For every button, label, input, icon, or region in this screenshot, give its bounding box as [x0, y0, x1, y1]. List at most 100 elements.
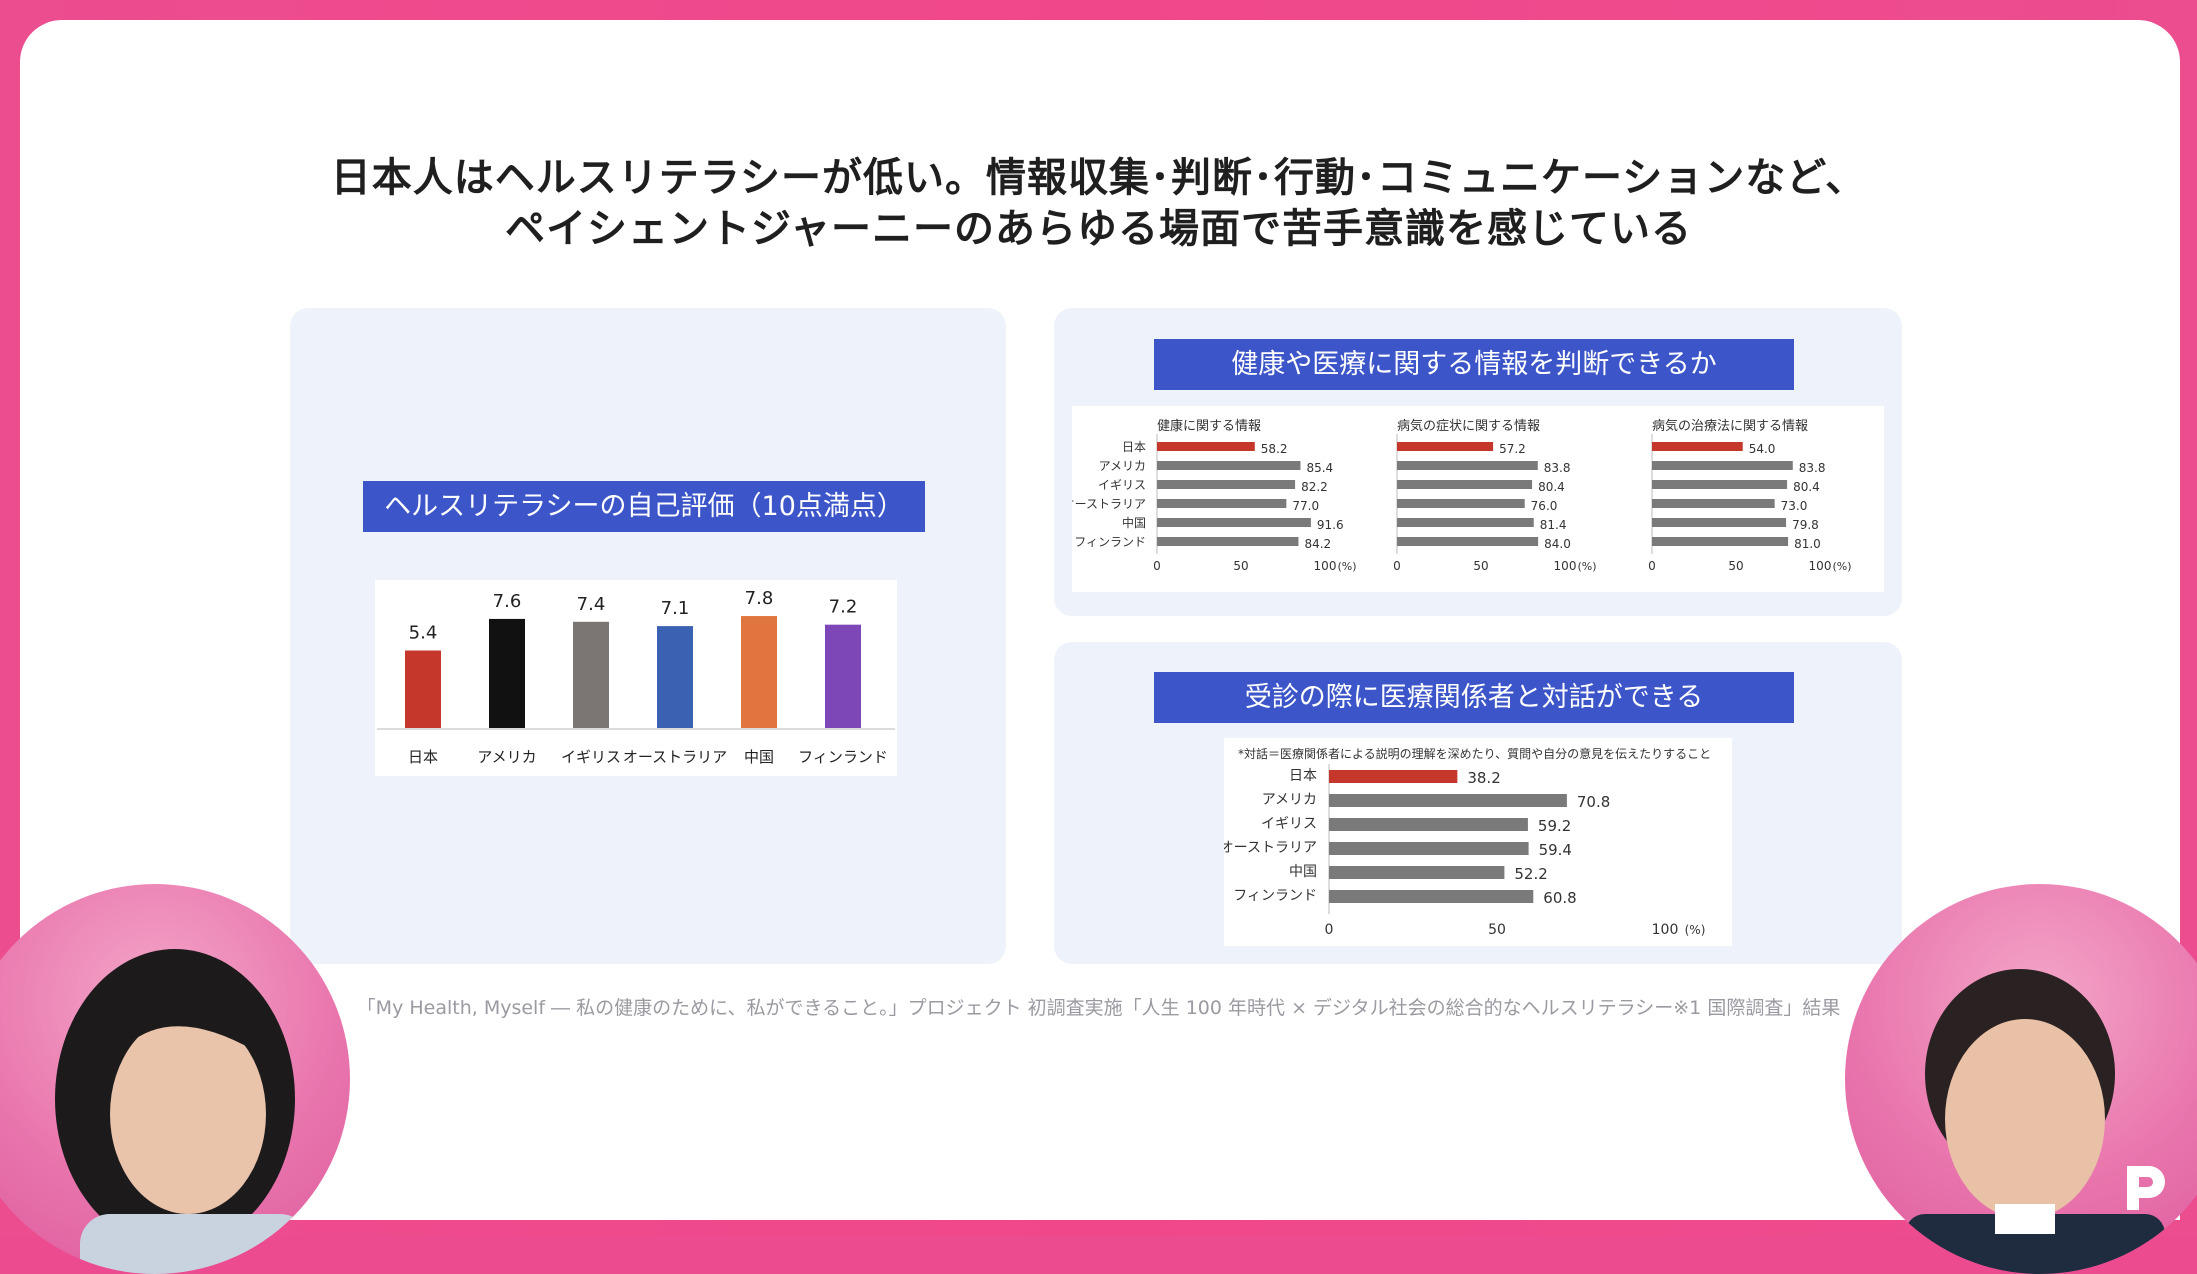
chart1-banner: ヘルスリテラシーの自己評価（10点満点）: [363, 481, 925, 532]
chart2-category-label: イギリス: [1098, 478, 1146, 492]
slide-title-line1: 日本人はヘルスリテラシーが低い。情報収集･判断･行動･コミュニケーションなど、: [330, 155, 1867, 201]
chart1-bar: [489, 618, 525, 728]
chart2-value-label: 84.2: [1304, 537, 1331, 551]
chart2-tick-label: 0: [1393, 559, 1401, 573]
chart2-value-label: 73.0: [1781, 499, 1808, 513]
chart2-tick-label: 50: [1728, 559, 1743, 573]
chart2-value-label: 79.8: [1792, 518, 1819, 532]
chart1-box: 5.4 日本 7.6 アメリカ 7.4 イギリス 7.1 オーストラリア 7.8 中国 7.2 フィン…: [375, 580, 897, 776]
chart2-tick-label: 100: [1809, 559, 1832, 573]
chart2-bar: [1397, 480, 1533, 489]
chart1-category-label: 中国: [744, 748, 774, 766]
chart1-bar: [573, 621, 609, 728]
chart2-bar: [1652, 461, 1793, 470]
chart1-svg: 5.4 日本 7.6 アメリカ 7.4 イギリス 7.1 オーストラリア 7.8 中国 7.2 フィン…: [377, 588, 895, 766]
chart1-bar: [825, 624, 861, 728]
chart2-value-label: 57.2: [1499, 442, 1526, 456]
chart3-value-label: 59.4: [1539, 841, 1572, 859]
chart1-bar: [657, 626, 693, 728]
chart2-tick-label: 50: [1233, 559, 1248, 573]
chart2-value-label: 76.0: [1531, 499, 1558, 513]
chart3-category-label: オーストラリア: [1224, 840, 1317, 856]
chart3-bar: [1329, 890, 1534, 903]
chart3-note: *対話＝医療関係者による説明の理解を深めたり、質問や自分の意見を伝えたりすること: [1238, 746, 1711, 761]
chart1-category-label: 日本: [408, 748, 438, 766]
chart2-tick-label: 0: [1648, 559, 1656, 573]
chart1-value-label: 7.1: [661, 598, 690, 619]
chart2-value-label: 84.0: [1544, 537, 1571, 551]
chart3-bar: [1329, 866, 1505, 879]
chart1-value-label: 7.6: [493, 591, 522, 612]
chart3-value-label: 70.8: [1577, 793, 1610, 811]
chart3-category-label: フィンランド: [1233, 888, 1317, 904]
chart2-bar: [1157, 537, 1299, 546]
chart2-unit-label: (%): [1337, 560, 1356, 573]
chart2-bar: [1397, 461, 1538, 470]
chart2-value-label: 80.4: [1538, 480, 1565, 494]
chart3-category-label: イギリス: [1261, 816, 1317, 832]
chart3-box: *対話＝医療関係者による説明の理解を深めたり、質問や自分の意見を伝えたりすること…: [1220, 738, 1732, 946]
chart2-value-label: 54.0: [1749, 442, 1776, 456]
chart3-bar: [1329, 770, 1458, 783]
chart2-series-title: 病気の症状に関する情報: [1397, 418, 1540, 434]
chart1-category-label: アメリカ: [477, 748, 536, 766]
chart2-category-label: 日本: [1122, 440, 1146, 454]
chart2-tick-label: 100: [1554, 559, 1577, 573]
chart1-category-label: イギリス: [561, 748, 621, 766]
chart2-value-label: 77.0: [1292, 499, 1319, 513]
chart2-value-label: 91.6: [1317, 518, 1344, 532]
chart3-value-label: 59.2: [1538, 817, 1571, 835]
chart2-bar: [1397, 518, 1534, 527]
chart2-bar: [1652, 442, 1743, 451]
chart2-bar: [1652, 499, 1775, 508]
source-citation: 「My Health, Myself ― 私の健康のために、私ができること。」プ…: [356, 997, 1841, 1019]
chart2-bar: [1157, 461, 1301, 470]
chart2-bar: [1157, 518, 1311, 527]
chart2-value-label: 58.2: [1261, 442, 1288, 456]
chart3-bar: [1329, 794, 1567, 807]
brand-logo-icon: [2127, 1166, 2165, 1210]
chart2-bar: [1157, 442, 1255, 451]
chart1-value-label: 7.8: [745, 588, 774, 609]
chart2-unit-label: (%): [1832, 560, 1851, 573]
chart3-value-label: 38.2: [1467, 769, 1500, 787]
chart3-tick-label: 0: [1325, 922, 1334, 938]
chart1-bar: [741, 616, 777, 728]
chart2-value-label: 82.2: [1301, 480, 1328, 494]
chart2-bar: [1652, 480, 1788, 489]
chart2-bar: [1157, 480, 1296, 489]
chart2-bar: [1397, 499, 1525, 508]
chart3-value-label: 60.8: [1543, 889, 1576, 907]
chart2-bar: [1397, 442, 1494, 451]
chart2-category-label: 中国: [1122, 515, 1146, 530]
chart3-bar: [1329, 818, 1528, 831]
chart1-value-label: 5.4: [409, 622, 438, 643]
chart3-unit-label: (%): [1685, 923, 1706, 937]
chart3-svg: *対話＝医療関係者による説明の理解を深めたり、質問や自分の意見を伝えたりすること…: [1220, 746, 1711, 938]
chart2-category-label: アメリカ: [1099, 459, 1146, 473]
chart3-value-label: 52.2: [1514, 865, 1547, 883]
chart2-value-label: 81.4: [1540, 518, 1567, 532]
chart2-bar: [1652, 537, 1789, 546]
chart1-value-label: 7.4: [577, 594, 606, 615]
chart2-unit-label: (%): [1577, 560, 1596, 573]
chart2-bar: [1157, 499, 1287, 508]
chart2-value-label: 83.8: [1799, 461, 1826, 475]
chart3-tick-label: 50: [1488, 922, 1506, 938]
chart1-bar: [405, 650, 441, 728]
chart2-category-label: フィンランド: [1074, 535, 1146, 549]
chart3-tick-label: 100: [1652, 922, 1679, 938]
chart3-category-label: 中国: [1289, 864, 1317, 880]
chart2-value-label: 81.0: [1794, 537, 1821, 551]
chart3-bar: [1329, 842, 1529, 855]
chart1-category-label: フィンランド: [798, 748, 888, 766]
chart2-value-label: 85.4: [1306, 461, 1333, 475]
chart2-series-title: 健康に関する情報: [1157, 418, 1261, 434]
chart3-category-label: 日本: [1289, 768, 1317, 784]
chart1-category-label: オーストラリア: [623, 748, 727, 766]
chart3-category-label: アメリカ: [1262, 792, 1317, 808]
chart2-bar: [1397, 537, 1539, 546]
chart2-series-title: 病気の治療法に関する情報: [1652, 418, 1808, 434]
chart2-value-label: 80.4: [1793, 480, 1820, 494]
